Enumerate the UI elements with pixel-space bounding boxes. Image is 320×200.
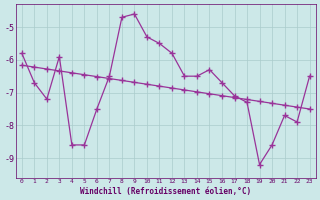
X-axis label: Windchill (Refroidissement éolien,°C): Windchill (Refroidissement éolien,°C)	[80, 187, 251, 196]
